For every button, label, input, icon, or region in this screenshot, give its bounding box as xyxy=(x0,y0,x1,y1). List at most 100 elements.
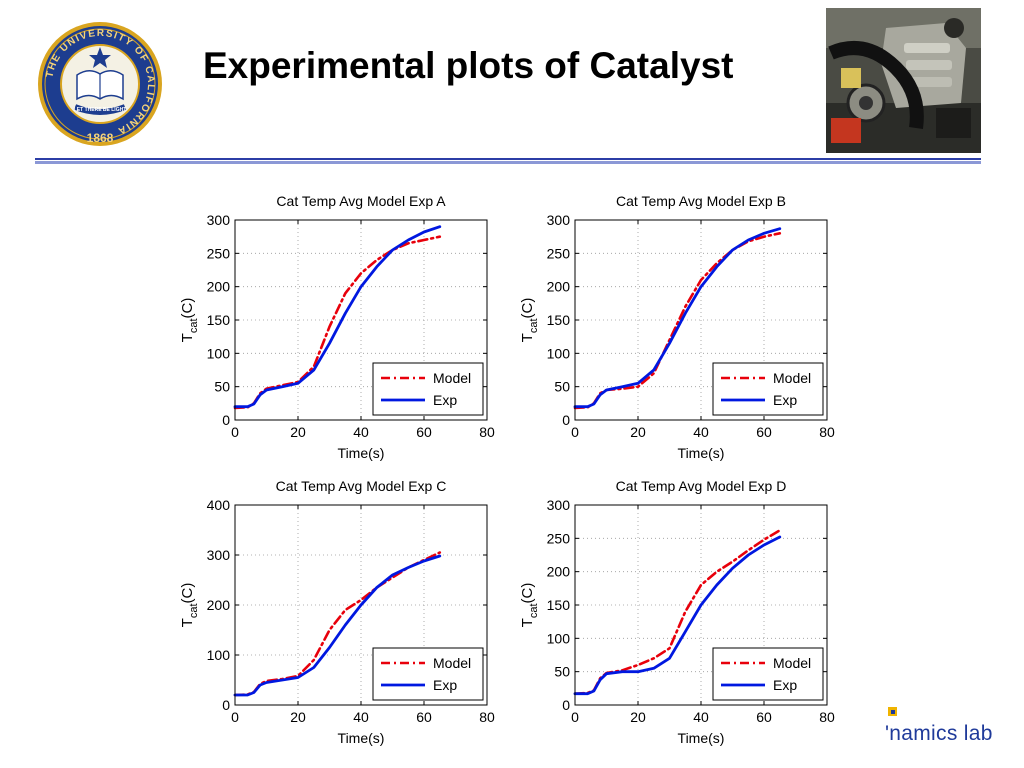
x-tick-label: 60 xyxy=(416,709,432,725)
y-tick-label: 100 xyxy=(547,630,571,646)
x-tick-label: 40 xyxy=(353,424,369,440)
x-tick-label: 20 xyxy=(290,424,306,440)
y-tick-label: 400 xyxy=(207,497,231,513)
engine-photo xyxy=(826,8,981,153)
y-axis-label-sub: cat xyxy=(528,603,540,618)
x-tick-label: 0 xyxy=(571,424,579,440)
y-tick-label: 100 xyxy=(207,345,231,361)
y-tick-label: 300 xyxy=(547,212,571,228)
y-axis-label: Tcat(C) xyxy=(519,298,540,343)
series-line-exp xyxy=(233,225,442,409)
chart-exp-b: 0 20 40 60 80 0 50 100 150 200 250 300 Cat Temp Avg … xyxy=(500,185,850,470)
y-tick-label: 150 xyxy=(547,312,571,328)
legend-label-exp: Exp xyxy=(773,677,797,693)
legend-box xyxy=(372,647,484,701)
y-tick-label: 300 xyxy=(547,497,571,513)
chart-exp-a-svg: 0 20 40 60 80 0 50 100 150 200 250 300 Cat Temp Avg … xyxy=(179,193,495,461)
chart-exp-c-svg: 0 20 40 60 80 0 100 200 300 400 Cat Temp Avg Model… xyxy=(179,478,495,746)
y-tick-label: 100 xyxy=(547,345,571,361)
y-tick-label: 200 xyxy=(207,279,231,295)
y-axis-label-unit: (C) xyxy=(179,298,196,319)
x-tick-label: 20 xyxy=(630,424,646,440)
y-tick-label: 200 xyxy=(547,564,571,580)
lab-logo: 'namics lab xyxy=(885,700,1024,750)
chart-exp-d: 0 20 40 60 80 0 50 100 150 200 250 300 Cat Temp Avg … xyxy=(500,470,850,755)
x-tick-label: 60 xyxy=(756,709,772,725)
y-axis-label: Tcat(C) xyxy=(179,583,200,628)
legend-label-model: Model xyxy=(773,655,811,671)
y-axis-label-sub: cat xyxy=(528,318,540,333)
chart-exp-a: 0 20 40 60 80 0 50 100 150 200 250 300 Cat Temp Avg … xyxy=(160,185,510,470)
x-tick-label: 80 xyxy=(479,424,495,440)
y-axis-label-unit: (C) xyxy=(519,583,536,604)
x-axis-label: Time(s) xyxy=(678,730,725,746)
y-tick-label: 0 xyxy=(222,412,230,428)
y-axis-label-sub: cat xyxy=(188,603,200,618)
legend-box xyxy=(372,362,484,416)
y-tick-label: 0 xyxy=(222,697,230,713)
y-tick-label: 150 xyxy=(207,312,231,328)
chart-title: Cat Temp Avg Model Exp A xyxy=(276,193,446,209)
slide-title: Experimental plots of Catalyst xyxy=(203,45,734,86)
chart-title: Cat Temp Avg Model Exp C xyxy=(276,478,447,494)
star-icon xyxy=(89,47,111,68)
legend-label-model: Model xyxy=(433,655,471,671)
legend-label-exp: Exp xyxy=(433,392,457,408)
chart-exp-c: 0 20 40 60 80 0 100 200 300 400 Cat Temp Avg Model… xyxy=(160,470,510,755)
legend-label-exp: Exp xyxy=(433,677,457,693)
x-axis-label: Time(s) xyxy=(338,445,385,461)
y-axis-label-main: T xyxy=(179,333,196,342)
seal-year: 1868 xyxy=(87,131,114,145)
lab-logo-text: 'namics lab xyxy=(885,722,993,745)
x-tick-label: 60 xyxy=(416,424,432,440)
y-axis-label: Tcat(C) xyxy=(179,298,200,343)
y-tick-label: 100 xyxy=(207,647,231,663)
legend-label-exp: Exp xyxy=(773,392,797,408)
y-tick-label: 150 xyxy=(547,597,571,613)
x-tick-label: 20 xyxy=(290,709,306,725)
engine-photo-icon xyxy=(826,8,981,153)
x-tick-label: 0 xyxy=(571,709,579,725)
y-axis-label-main: T xyxy=(519,618,536,627)
y-tick-label: 250 xyxy=(547,530,571,546)
series-line-exp xyxy=(573,535,782,696)
x-tick-label: 0 xyxy=(231,424,239,440)
x-axis-label: Time(s) xyxy=(678,445,725,461)
y-axis-label-unit: (C) xyxy=(519,298,536,319)
y-tick-label: 250 xyxy=(547,245,571,261)
x-axis-label: Time(s) xyxy=(338,730,385,746)
legend-box xyxy=(712,647,824,701)
y-tick-label: 200 xyxy=(547,279,571,295)
x-tick-label: 20 xyxy=(630,709,646,725)
x-tick-label: 80 xyxy=(479,709,495,725)
y-axis-label: Tcat(C) xyxy=(519,583,540,628)
y-axis-label-main: T xyxy=(519,333,536,342)
legend-box xyxy=(712,362,824,416)
legend-label-model: Model xyxy=(773,370,811,386)
y-tick-label: 300 xyxy=(207,547,231,563)
chart-exp-d-svg: 0 20 40 60 80 0 50 100 150 200 250 300 Cat Temp Avg … xyxy=(519,478,835,746)
y-tick-label: 200 xyxy=(207,597,231,613)
chart-title: Cat Temp Avg Model Exp D xyxy=(616,478,787,494)
chart-title: Cat Temp Avg Model Exp B xyxy=(616,193,786,209)
university-seal: THE UNIVERSITY OF CALIFORNIA LET THERE B… xyxy=(35,17,165,152)
title-divider xyxy=(35,158,981,166)
series-line-exp xyxy=(233,554,442,697)
x-tick-label: 40 xyxy=(353,709,369,725)
x-tick-label: 80 xyxy=(819,709,835,725)
y-tick-label: 250 xyxy=(207,245,231,261)
y-tick-label: 0 xyxy=(562,412,570,428)
y-tick-label: 0 xyxy=(562,697,570,713)
x-tick-label: 40 xyxy=(693,424,709,440)
y-tick-label: 50 xyxy=(554,379,570,395)
seal-motto: LET THERE BE LIGHT xyxy=(74,107,127,113)
chart-exp-b-svg: 0 20 40 60 80 0 50 100 150 200 250 300 Cat Temp Avg … xyxy=(519,193,835,461)
university-of-california-seal-icon: THE UNIVERSITY OF CALIFORNIA LET THERE B… xyxy=(38,22,162,146)
y-tick-label: 50 xyxy=(554,664,570,680)
y-tick-label: 50 xyxy=(214,379,230,395)
x-tick-label: 0 xyxy=(231,709,239,725)
y-axis-label-main: T xyxy=(179,618,196,627)
y-axis-label-sub: cat xyxy=(188,318,200,333)
y-tick-label: 300 xyxy=(207,212,231,228)
x-tick-label: 40 xyxy=(693,709,709,725)
